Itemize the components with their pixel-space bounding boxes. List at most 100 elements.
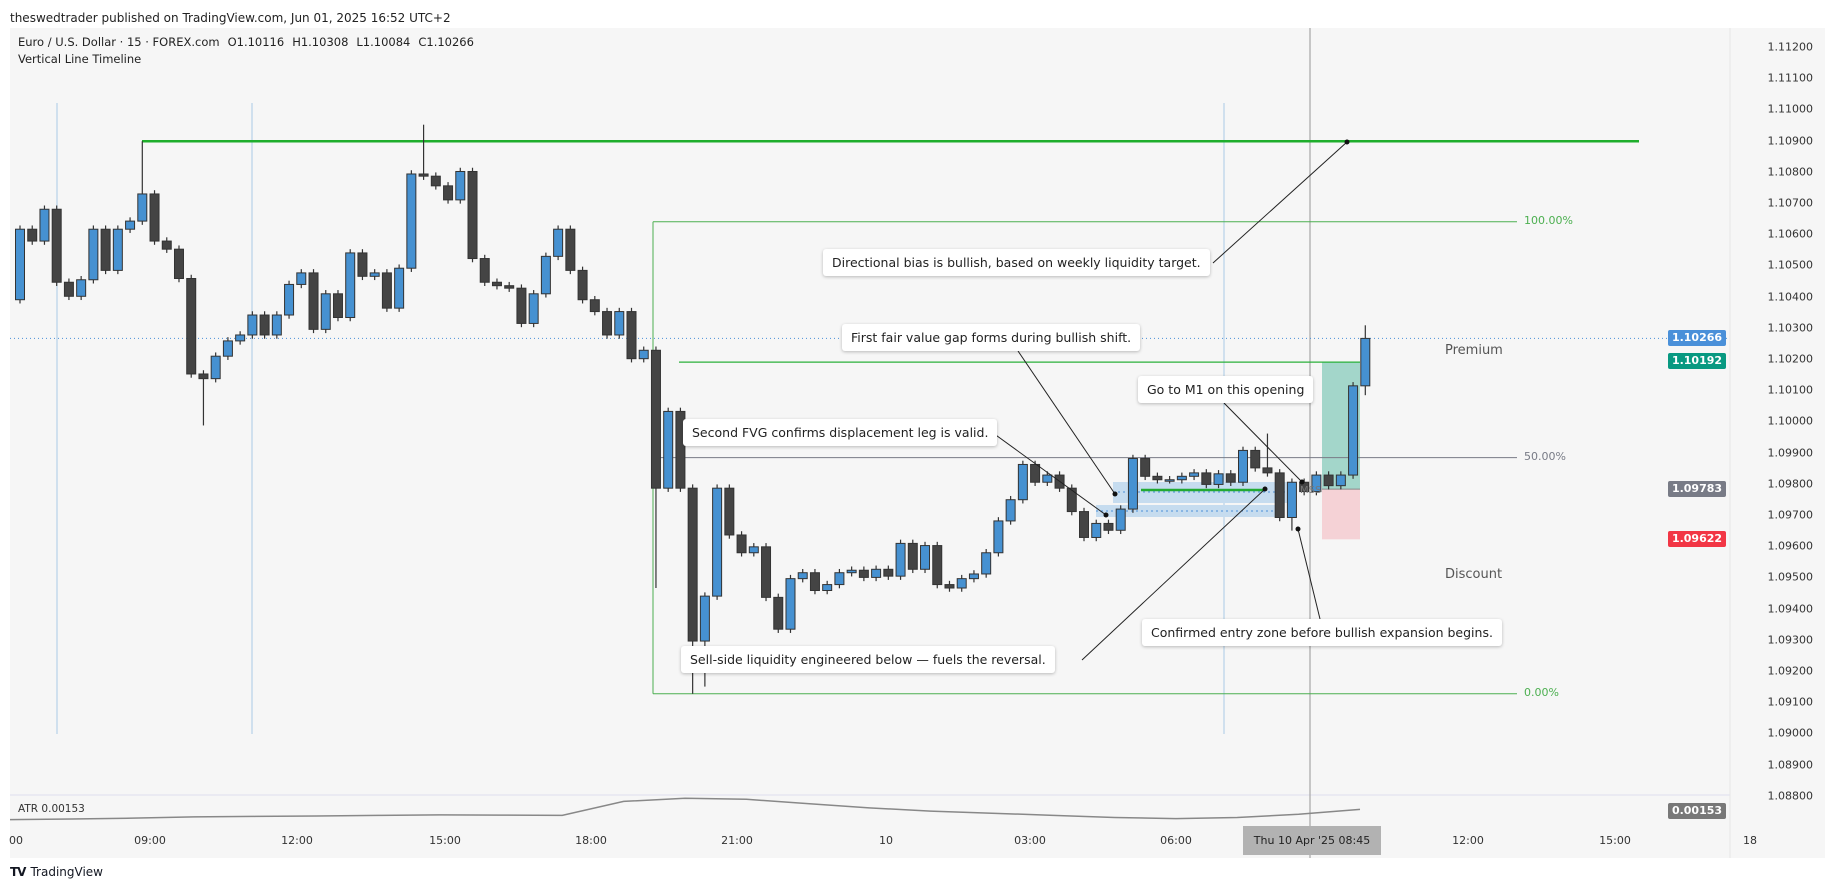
candle-body	[1164, 479, 1175, 482]
candle-body	[1274, 472, 1285, 518]
annotation-connector	[1081, 488, 1266, 661]
ohlc-close: C1.10266	[418, 35, 474, 49]
candle-body	[235, 334, 246, 342]
annotation-connector	[1212, 141, 1348, 264]
candle-body	[944, 584, 955, 589]
candle-body	[871, 568, 882, 578]
note-sell-side-liquidity[interactable]: Sell-side liquidity engineered below — f…	[681, 646, 1055, 673]
price-tick-label: 1.09600	[1767, 539, 1814, 553]
candle-body	[76, 279, 87, 297]
candle-body	[577, 269, 588, 301]
candle-body	[785, 578, 796, 630]
price-tag: 1.09622	[1668, 531, 1726, 548]
candle-body	[528, 293, 539, 324]
candle-body	[357, 252, 368, 277]
brand-name: TradingView	[30, 865, 103, 879]
price-tick-label: 1.09200	[1767, 664, 1814, 678]
atr-value-tag: 0.00153	[1668, 803, 1726, 819]
candle-body	[883, 568, 894, 577]
discount-label: Discount	[1445, 567, 1503, 582]
candle-body	[1360, 337, 1371, 387]
price-tick-label: 1.10600	[1767, 227, 1814, 241]
atr-name: ATR	[18, 803, 39, 815]
time-tick-label: 18	[1743, 834, 1757, 847]
note-entry-zone[interactable]: Confirmed entry zone before bullish expa…	[1142, 619, 1502, 646]
indicator-name[interactable]: Vertical Line Timeline	[18, 52, 142, 66]
atr-legend[interactable]: ATR 0.00153	[18, 803, 85, 815]
candle-body	[553, 228, 564, 257]
candle-body	[761, 546, 772, 598]
price-tick-label: 1.09300	[1767, 633, 1814, 647]
price-tick-label: 1.11200	[1767, 40, 1814, 54]
fib-level-label: 100.00%	[1524, 213, 1573, 227]
time-tick-label: 00	[9, 834, 23, 847]
candle-body	[1286, 481, 1297, 518]
time-tick-label: 15:00	[429, 834, 461, 847]
candle-body	[1017, 463, 1028, 501]
price-tick-label: 1.09100	[1767, 695, 1814, 709]
candle-body	[381, 272, 392, 309]
candle-body	[1213, 473, 1224, 485]
price-tick-label: 1.09400	[1767, 602, 1814, 616]
candle-body	[112, 228, 123, 271]
candle-body	[712, 487, 723, 597]
price-tag: 1.10192	[1668, 353, 1726, 370]
annotation-connector	[992, 432, 1107, 516]
candle-body	[394, 267, 405, 309]
candle-body	[822, 584, 833, 592]
chart-legend: Euro / U.S. Dollar · 15 · FOREX.com O1.10…	[18, 34, 482, 68]
candle-body	[724, 487, 735, 536]
time-tick-label: 10	[879, 834, 893, 847]
candle-body	[345, 252, 356, 319]
price-tick-label: 1.10100	[1767, 383, 1814, 397]
time-tick-label: 15:00	[1599, 834, 1631, 847]
candle-body	[259, 314, 270, 336]
annotation-anchor-dot	[1295, 526, 1301, 532]
candle-body	[247, 314, 258, 336]
candle-body	[968, 573, 979, 580]
candle-body	[565, 228, 576, 271]
time-tick-label: 09:00	[134, 834, 166, 847]
time-tick-label: 21:00	[721, 834, 753, 847]
candle-body	[1140, 458, 1151, 477]
price-tick-label: 1.11000	[1767, 102, 1814, 116]
candle-body	[540, 255, 551, 295]
note-first-fvg[interactable]: First fair value gap forms during bullis…	[842, 324, 1141, 351]
candle-body	[210, 355, 221, 380]
candle-body	[39, 208, 50, 242]
candle-body	[222, 340, 233, 357]
annotation-anchor-dot	[1299, 479, 1305, 485]
candle-body	[675, 410, 686, 489]
tradingview-brand[interactable]: TV TradingView	[10, 865, 103, 879]
annotation-anchor-dot	[1262, 486, 1268, 492]
price-tick-label: 1.10900	[1767, 134, 1814, 148]
annotation-connector	[1017, 350, 1116, 495]
annotation-connector	[1223, 402, 1303, 483]
candle-body	[418, 173, 429, 177]
ohlc-low: L1.10084	[356, 35, 411, 49]
candle-body	[907, 542, 918, 570]
candle-body	[1311, 474, 1322, 493]
candle-body	[773, 596, 784, 630]
candle-body	[626, 311, 637, 360]
candle-body	[443, 185, 454, 201]
candle-body	[687, 487, 698, 642]
candle-body	[100, 228, 111, 271]
annotation-anchor-dot	[1112, 491, 1118, 497]
candle-body	[981, 552, 992, 575]
candle-body	[1348, 385, 1359, 476]
symbol-name[interactable]: Euro / U.S. Dollar · 15 · FOREX.com	[18, 35, 220, 49]
note-go-to-m1[interactable]: Go to M1 on this opening	[1138, 376, 1314, 403]
note-directional-bias[interactable]: Directional bias is bullish, based on we…	[823, 249, 1210, 276]
candle-body	[296, 272, 307, 285]
ohlc-high: H1.10308	[292, 35, 349, 49]
candle-body	[1262, 467, 1273, 474]
note-second-fvg[interactable]: Second FVG confirms displacement leg is …	[683, 419, 998, 446]
fib-level-label: 0.00%	[1524, 685, 1559, 699]
candle-body	[88, 228, 99, 281]
time-tick-label: 18:00	[575, 834, 607, 847]
candle-body	[479, 258, 490, 283]
candle-body	[858, 569, 869, 578]
candle-body	[125, 220, 136, 230]
